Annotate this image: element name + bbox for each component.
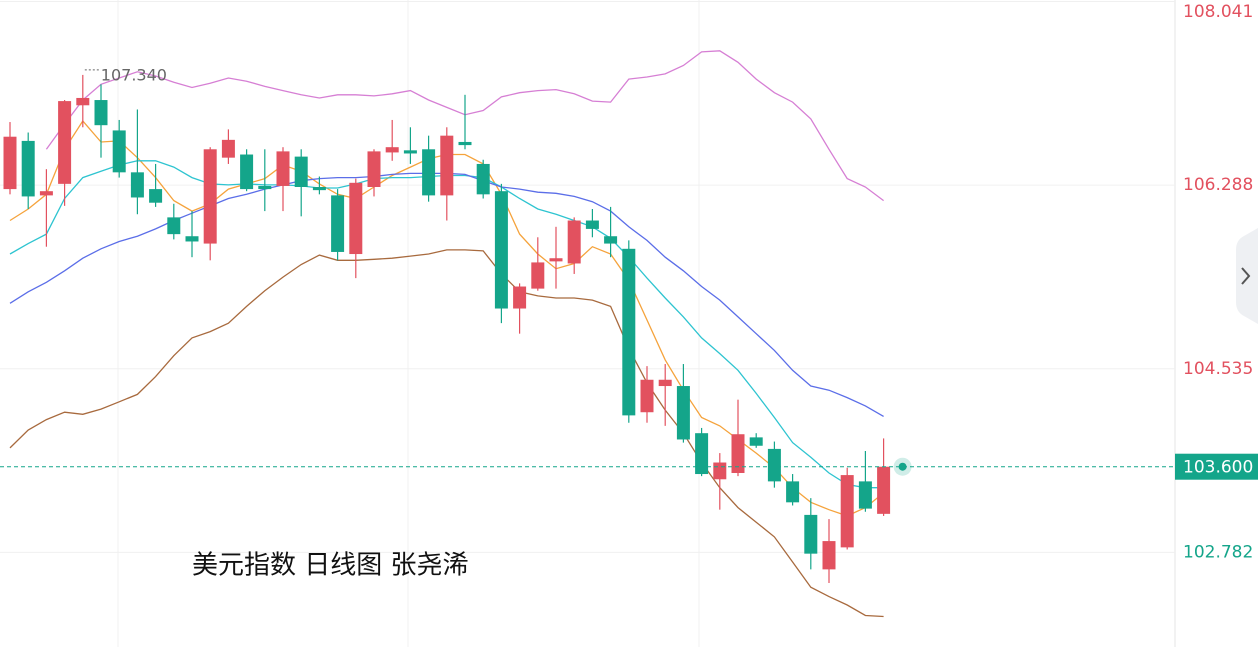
candle-body xyxy=(494,191,508,309)
y-tick-label: 106.288 xyxy=(1183,175,1253,195)
candle-body xyxy=(440,135,454,196)
candle-body xyxy=(349,182,363,255)
last-price-dot xyxy=(898,462,907,471)
candle-body xyxy=(3,136,17,190)
indicator-line xyxy=(9,249,884,618)
candle-body xyxy=(294,156,308,187)
candle-body xyxy=(185,236,199,242)
candle-body xyxy=(276,151,290,186)
candle-body xyxy=(877,466,891,514)
candle-body xyxy=(367,151,381,187)
grid xyxy=(0,0,1175,553)
candle-body xyxy=(385,147,399,153)
candle-body xyxy=(567,220,581,264)
candle-body xyxy=(786,481,800,503)
candle-body xyxy=(21,140,35,197)
candle-body xyxy=(531,262,545,289)
candle-body xyxy=(94,100,108,126)
candle-body xyxy=(403,150,417,154)
candles: 107.340 xyxy=(3,65,891,583)
candle-body xyxy=(76,97,90,106)
candle-body xyxy=(58,101,72,184)
collapse-button[interactable] xyxy=(1236,228,1258,324)
candle-body xyxy=(549,258,563,262)
price-axis: 108.041 106.288 104.535 102.782 103.600 xyxy=(0,2,1258,562)
chevron-icon[interactable] xyxy=(1241,267,1251,285)
candle-body xyxy=(767,448,781,482)
candle-body xyxy=(858,481,872,509)
candle-body xyxy=(112,130,126,173)
candle-body xyxy=(39,191,53,196)
candle-body xyxy=(731,434,745,473)
candle-body xyxy=(604,236,618,244)
y-tick-label: 104.535 xyxy=(1183,359,1253,379)
candle-body xyxy=(640,379,654,413)
button-bg[interactable] xyxy=(1236,228,1258,324)
candle-body xyxy=(331,195,345,252)
last-price-label: 103.600 xyxy=(1183,458,1253,478)
candle-body xyxy=(804,514,818,554)
candle-body xyxy=(476,163,490,195)
candle-body xyxy=(585,220,599,229)
chart-title: 美元指数 日线图 张尧浠 xyxy=(192,551,469,581)
candle-body xyxy=(513,286,527,309)
candle-body xyxy=(458,141,472,146)
candle-body xyxy=(130,172,144,198)
candle-body xyxy=(203,149,217,244)
high-label: 107.340 xyxy=(101,65,167,84)
candle-body xyxy=(676,386,690,440)
candle-body xyxy=(840,475,854,548)
candle-body xyxy=(221,139,235,158)
y-tick-label: 102.782 xyxy=(1183,542,1253,562)
candle-body xyxy=(713,462,727,480)
candle-body xyxy=(240,154,254,190)
candle-body xyxy=(422,149,436,196)
candle-body xyxy=(312,186,326,191)
candle-body xyxy=(822,541,836,570)
last-price-badge xyxy=(1175,453,1258,480)
candle-body xyxy=(167,217,181,235)
candle-body xyxy=(749,437,763,446)
candle-body xyxy=(658,379,672,387)
candle-body xyxy=(622,248,636,416)
y-tick-label: 108.041 xyxy=(1183,2,1253,22)
candle-body xyxy=(695,433,709,475)
candle-body xyxy=(258,185,272,190)
candle-body xyxy=(149,189,163,203)
